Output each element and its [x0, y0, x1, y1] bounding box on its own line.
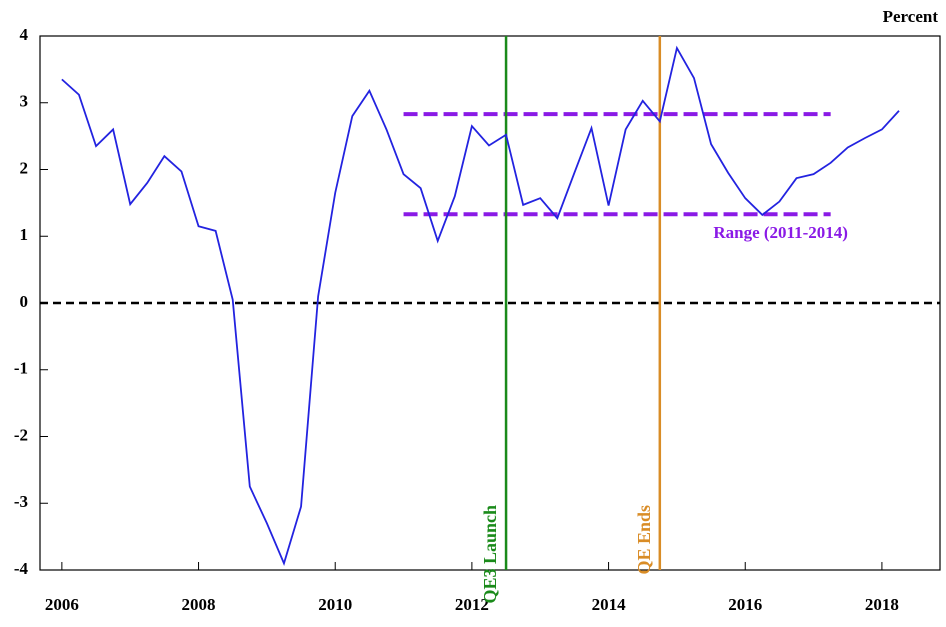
x-tick-label: 2008 — [182, 595, 216, 614]
y-tick-label: 4 — [20, 25, 29, 44]
y-unit-label: Percent — [883, 7, 939, 26]
y-tick-label: -3 — [14, 492, 28, 511]
range-label: Range (2011-2014) — [713, 223, 848, 242]
y-tick-label: -1 — [14, 359, 28, 378]
x-tick-label: 2014 — [592, 595, 627, 614]
y-tick-label: 2 — [20, 158, 29, 177]
y-tick-label: 1 — [20, 225, 29, 244]
y-tick-label: 0 — [20, 292, 29, 311]
x-tick-label: 2010 — [318, 595, 352, 614]
x-tick-label: 2006 — [45, 595, 79, 614]
event-label: QE3 Launch — [480, 505, 500, 604]
series-line — [61, 45, 900, 566]
y-tick-label: -4 — [14, 559, 29, 578]
x-tick-label: 2012 — [455, 595, 489, 614]
x-tick-label: 2018 — [865, 595, 899, 614]
y-tick-label: -2 — [14, 425, 28, 444]
y-tick-label: 3 — [20, 92, 29, 111]
event-label: QE Ends — [634, 505, 654, 575]
x-tick-label: 2016 — [728, 595, 762, 614]
